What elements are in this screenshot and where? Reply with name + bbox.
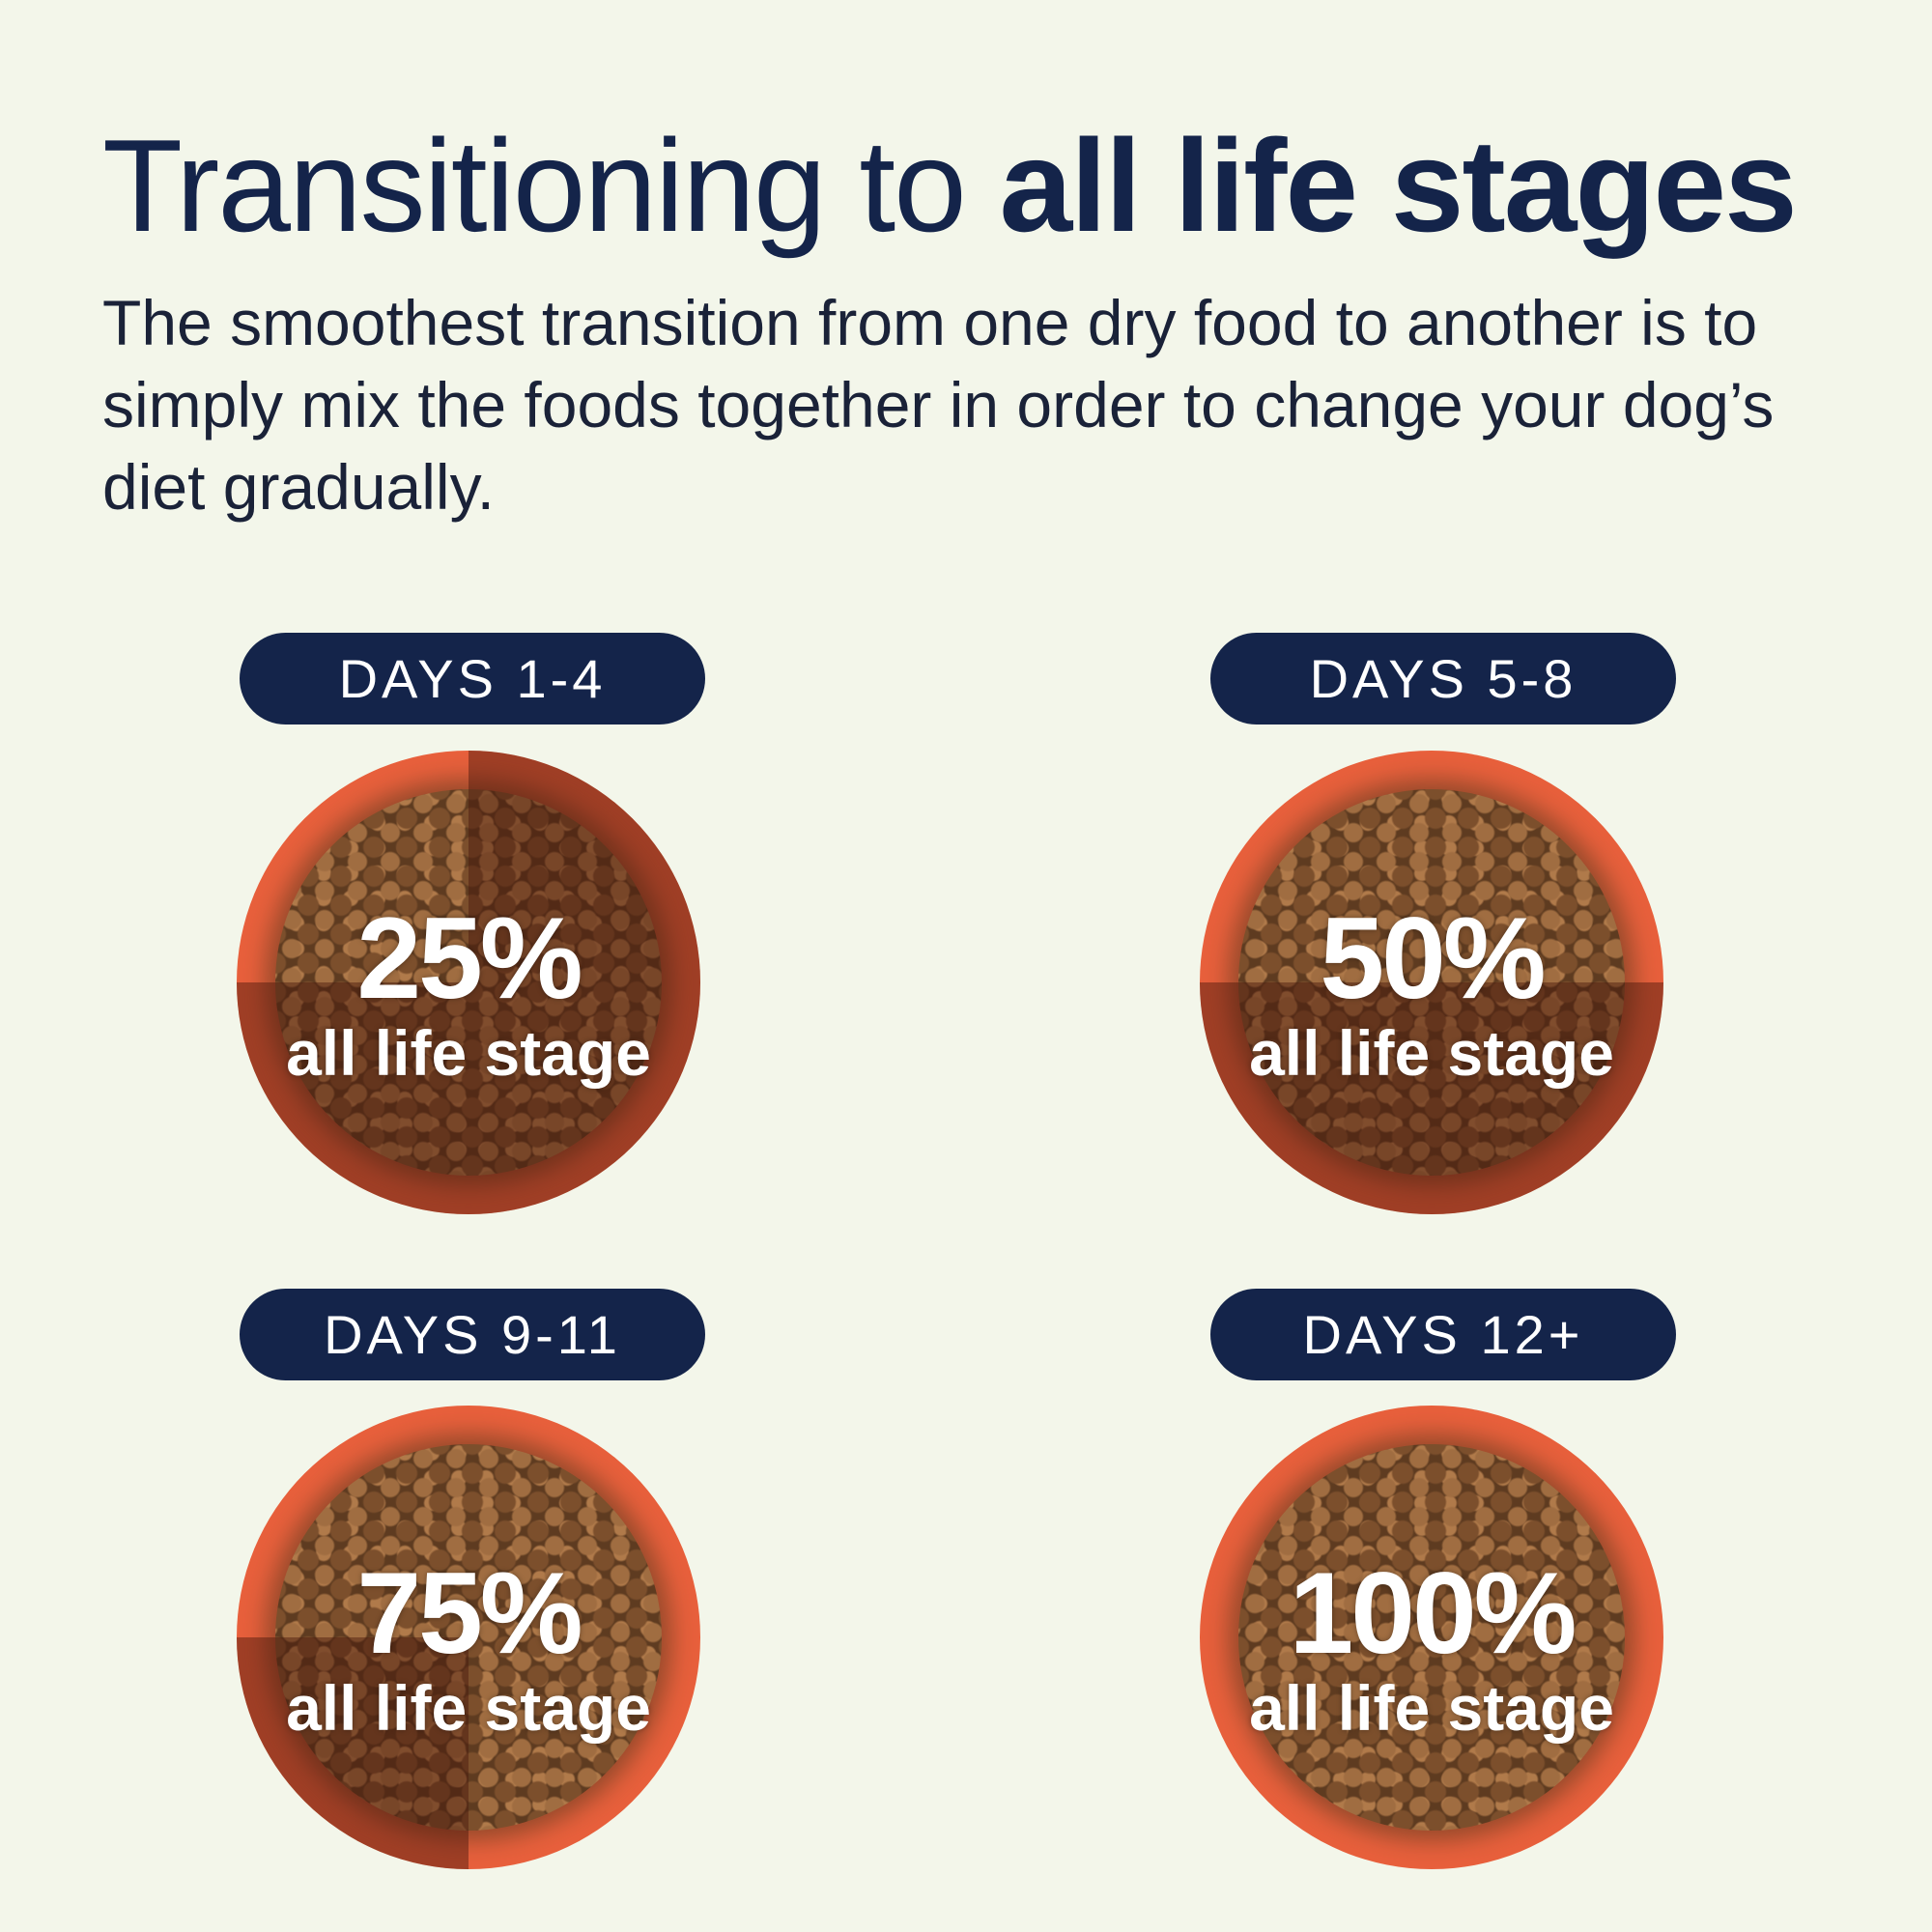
kibble-image — [275, 1444, 662, 1831]
previous-food-shade — [469, 751, 700, 982]
percent-label: 75% — [356, 1548, 582, 1678]
kibble-image — [275, 789, 662, 1176]
days-pill: DAYS 5-8 — [1210, 633, 1676, 724]
food-bowl: 25% all life stage — [237, 751, 700, 1214]
title-bold: all life stages — [999, 112, 1798, 259]
page-subtitle: The smoothest transition from one dry fo… — [102, 287, 1775, 523]
previous-food-shade — [237, 1637, 469, 1869]
days-pill: DAYS 1-4 — [240, 633, 705, 724]
kibble-image — [1238, 1444, 1625, 1831]
food-bowl: 50% all life stage — [1200, 751, 1663, 1214]
title-regular: Transitioning to — [102, 112, 1000, 259]
stage-label: all life stage — [286, 1672, 651, 1744]
stage-label: all life stage — [1249, 1672, 1614, 1744]
previous-food-shade — [237, 982, 700, 1214]
food-bowl: 75% all life stage — [237, 1406, 700, 1869]
stage-label: all life stage — [286, 1017, 651, 1089]
page-title: Transitioning to all life stages — [102, 112, 1798, 259]
food-bowl: 100% all life stage — [1200, 1406, 1663, 1869]
days-pill: DAYS 12+ — [1210, 1289, 1676, 1380]
days-pill: DAYS 9-11 — [240, 1289, 705, 1380]
percent-label: 50% — [1320, 894, 1546, 1023]
stage-label: all life stage — [1249, 1017, 1614, 1089]
previous-food-shade — [1200, 982, 1663, 1214]
percent-label: 100% — [1289, 1548, 1577, 1678]
percent-label: 25% — [356, 894, 582, 1023]
kibble-image — [1238, 789, 1625, 1176]
